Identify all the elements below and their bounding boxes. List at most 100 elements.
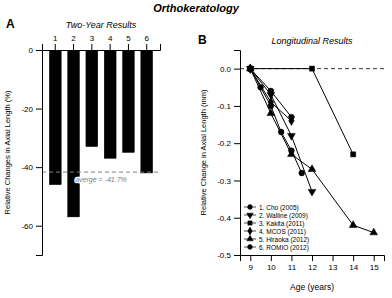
tick-label: 14 (349, 263, 358, 272)
legend-symbol (248, 227, 253, 235)
tick: 2 (71, 34, 76, 50)
axis-line (234, 51, 241, 256)
series-line (250, 69, 291, 121)
legend-label: 3. Kakita (2011) (259, 220, 304, 228)
bar (122, 50, 134, 153)
series-line (250, 69, 312, 192)
legend-label: 2. Walline (2009) (259, 212, 308, 220)
point (246, 64, 254, 71)
legend-item: 1. Cho (2005) (244, 204, 299, 212)
tick: 0.0 (220, 65, 240, 74)
legend-symbol (248, 245, 253, 250)
point (268, 88, 274, 94)
tick-mark (374, 255, 375, 261)
annotation: averge = -41.7% (75, 176, 127, 184)
point (349, 221, 357, 228)
legend-symbol (248, 221, 252, 225)
tick-label: 0 (29, 46, 34, 55)
tick-label: -0.2 (217, 139, 231, 148)
point (309, 66, 314, 71)
tick-label: 13 (329, 263, 338, 272)
tick: 1 (53, 34, 58, 50)
tick-label: 11 (288, 263, 297, 272)
bar (141, 50, 153, 173)
y-axis-title: Relative Change in Axial Length (mm) (199, 89, 208, 215)
tick-label: -0.3 (217, 177, 231, 186)
legend-item: 3. Kakita (2011) (244, 220, 304, 228)
point (248, 66, 253, 71)
tick-label: 9 (249, 263, 254, 272)
legend-item: 6. ROMIO (2012) (244, 244, 309, 252)
bar (49, 50, 61, 185)
plot-area (240, 64, 384, 235)
point (247, 66, 253, 72)
tick: -0.4 (217, 214, 240, 223)
axis-line (241, 256, 385, 262)
chart-container: Orthokeratology0-20-40-60123456averge = … (0, 0, 392, 298)
bar (86, 50, 98, 147)
tick-mark (73, 44, 74, 50)
point (299, 170, 305, 176)
legend-symbol (248, 205, 253, 210)
tick-label: -0.1 (217, 102, 231, 111)
tick: 6 (145, 34, 150, 50)
tick-mark (234, 180, 240, 181)
tick: -0.2 (217, 139, 240, 148)
plot-area (42, 50, 160, 217)
panel-title: Longitudinal Results (271, 36, 353, 46)
tick-label: 0.0 (220, 65, 232, 74)
tick-mark (250, 255, 251, 261)
legend-item: 5. Hiraoka (2012) (244, 235, 309, 243)
tick: 5 (126, 34, 131, 50)
tick: 12 (308, 255, 317, 272)
point (247, 66, 253, 72)
tick: 11 (288, 255, 297, 272)
point (288, 133, 296, 140)
tick: -0.3 (217, 177, 240, 186)
tick-label: -40 (21, 163, 33, 172)
tick: 15 (370, 255, 379, 272)
tick-mark (234, 106, 240, 107)
point (351, 152, 356, 157)
y-axis-title: Relative Changes in Axial Length (%) (3, 90, 12, 214)
tick-mark (234, 218, 240, 219)
tick-label: 6 (145, 34, 150, 43)
tick-mark (91, 44, 92, 50)
tick-label: 3 (90, 34, 95, 43)
tick: 10 (267, 255, 276, 272)
bar (68, 50, 80, 217)
bar (104, 50, 116, 158)
point (267, 109, 275, 116)
axis-line (36, 51, 43, 256)
point (289, 114, 295, 120)
tick-label: 10 (267, 263, 276, 272)
series-line (250, 69, 291, 117)
legend-symbol (247, 213, 253, 219)
tick: 3 (90, 34, 95, 50)
legend-label: 4. MCOS (2011) (259, 228, 306, 236)
tick: -20 (21, 105, 42, 114)
tick: -0.1 (217, 102, 240, 111)
series-line (250, 69, 373, 233)
point (370, 228, 378, 235)
point (288, 150, 296, 157)
average-line (42, 172, 160, 173)
tick-mark (36, 109, 42, 110)
x-axis: 1 2 3 4 5 6 (43, 34, 161, 51)
tick-mark (55, 44, 56, 50)
tick: -40 (21, 163, 42, 172)
y-axis: 0-20-40-60 (21, 46, 42, 255)
tick-label: 2 (71, 34, 76, 43)
tick-label: -20 (21, 105, 33, 114)
tick-label: -0.4 (217, 214, 231, 223)
legend-symbol (247, 235, 253, 241)
tick-mark (234, 255, 240, 256)
tick-label: 5 (126, 34, 131, 43)
tick-mark (333, 255, 334, 261)
tick-label: 4 (108, 34, 113, 43)
tick-mark (234, 143, 240, 144)
tick-mark (36, 226, 42, 227)
tick-mark (146, 44, 147, 50)
tick-mark (353, 255, 354, 261)
tick-mark (234, 69, 240, 70)
